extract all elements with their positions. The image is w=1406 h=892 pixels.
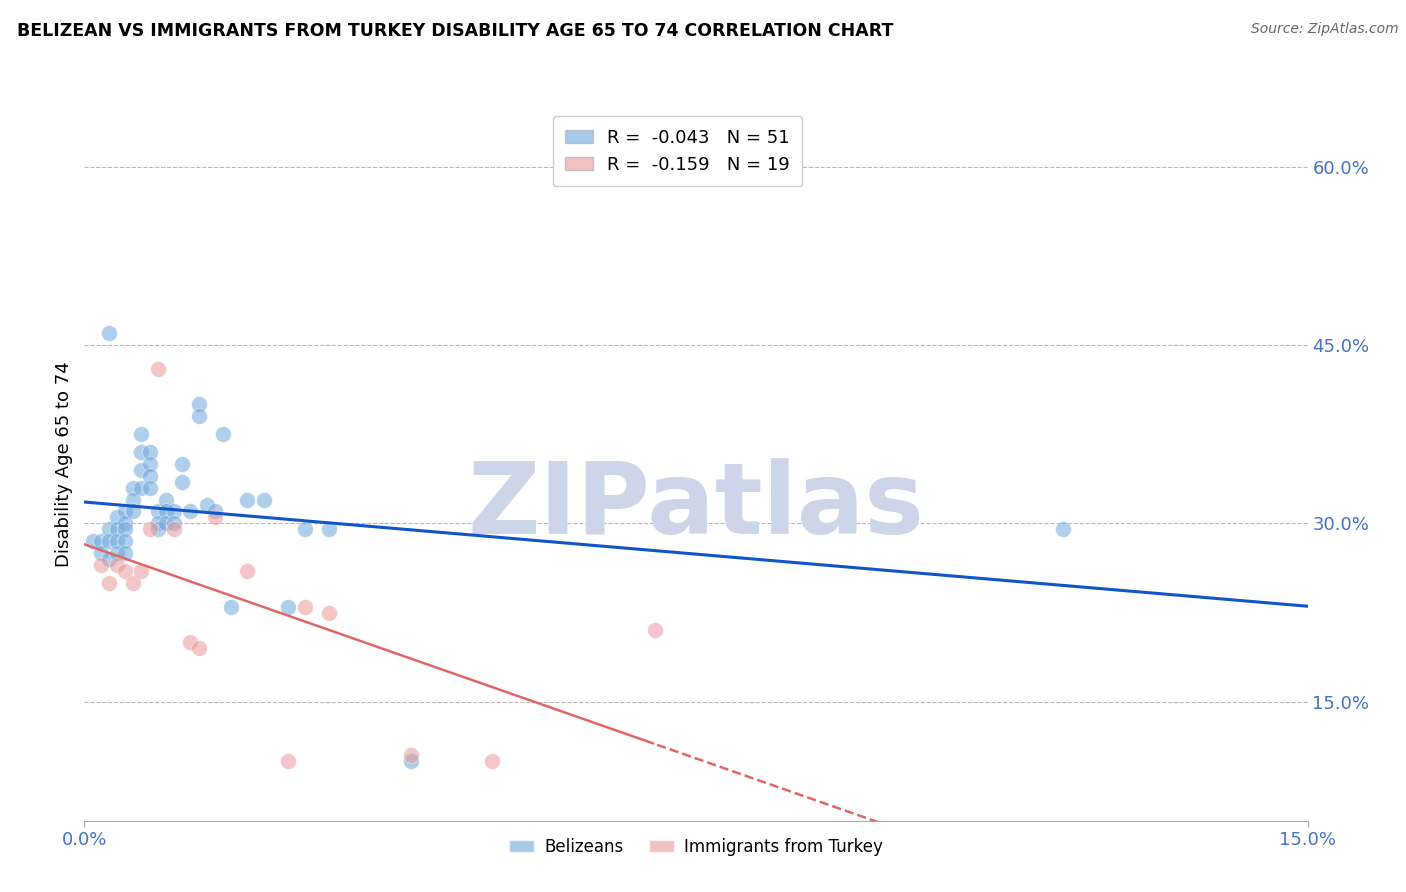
Text: BELIZEAN VS IMMIGRANTS FROM TURKEY DISABILITY AGE 65 TO 74 CORRELATION CHART: BELIZEAN VS IMMIGRANTS FROM TURKEY DISAB… (17, 22, 893, 40)
Point (253, 492, 276, 507)
Point (131, 481, 153, 495)
Point (212, 427, 235, 442)
Point (138, 445, 160, 459)
Point (122, 575, 145, 590)
Point (131, 463, 153, 477)
Point (1052, 522, 1074, 536)
Point (138, 481, 160, 495)
Point (105, 534, 128, 549)
Point (122, 492, 145, 507)
Point (90, 546, 112, 560)
Point (138, 522, 160, 536)
Point (105, 510, 128, 524)
Point (399, 754, 422, 768)
Point (131, 427, 153, 442)
Point (114, 504, 136, 518)
Point (114, 534, 136, 549)
Text: ZIPatlas: ZIPatlas (468, 458, 924, 555)
Point (277, 599, 299, 614)
Point (219, 599, 242, 614)
Point (155, 492, 177, 507)
Point (277, 754, 299, 768)
Point (146, 516, 169, 531)
Point (97, 326, 120, 340)
Point (138, 457, 160, 471)
Point (481, 754, 503, 768)
Point (114, 522, 136, 536)
Point (318, 522, 340, 536)
Y-axis label: Disability Age 65 to 74: Disability Age 65 to 74 (55, 361, 73, 566)
Point (236, 492, 259, 507)
Point (172, 475, 194, 489)
Point (114, 546, 136, 560)
Point (97, 575, 120, 590)
Point (155, 504, 177, 518)
Point (318, 606, 340, 620)
Text: Source: ZipAtlas.com: Source: ZipAtlas.com (1251, 22, 1399, 37)
Point (114, 516, 136, 531)
Point (146, 522, 169, 536)
Point (155, 516, 177, 531)
Point (114, 564, 136, 578)
Point (204, 504, 226, 518)
Point (146, 504, 169, 518)
Point (195, 499, 218, 513)
Point (122, 504, 145, 518)
Point (187, 397, 209, 411)
Point (163, 522, 186, 536)
Point (399, 748, 422, 763)
Point (105, 546, 128, 560)
Point (644, 624, 666, 638)
Point (122, 481, 145, 495)
Point (131, 564, 153, 578)
Point (179, 635, 201, 649)
Point (163, 504, 186, 518)
Point (236, 564, 259, 578)
Point (179, 504, 201, 518)
Point (204, 510, 226, 524)
Point (105, 522, 128, 536)
Point (97, 534, 120, 549)
Point (294, 522, 316, 536)
Point (90, 534, 112, 549)
Point (294, 599, 316, 614)
Point (138, 468, 160, 483)
Legend: Belizeans, Immigrants from Turkey: Belizeans, Immigrants from Turkey (503, 831, 889, 863)
Point (105, 558, 128, 572)
Point (82, 534, 104, 549)
Point (163, 516, 186, 531)
Point (187, 641, 209, 656)
Point (172, 457, 194, 471)
Point (187, 409, 209, 424)
Point (97, 552, 120, 566)
Point (146, 361, 169, 376)
Point (97, 522, 120, 536)
Point (90, 558, 112, 572)
Point (131, 445, 153, 459)
